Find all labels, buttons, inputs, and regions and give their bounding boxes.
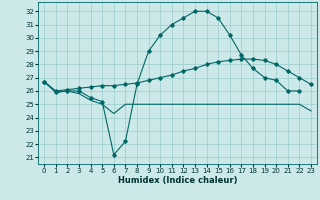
X-axis label: Humidex (Indice chaleur): Humidex (Indice chaleur): [118, 176, 237, 185]
